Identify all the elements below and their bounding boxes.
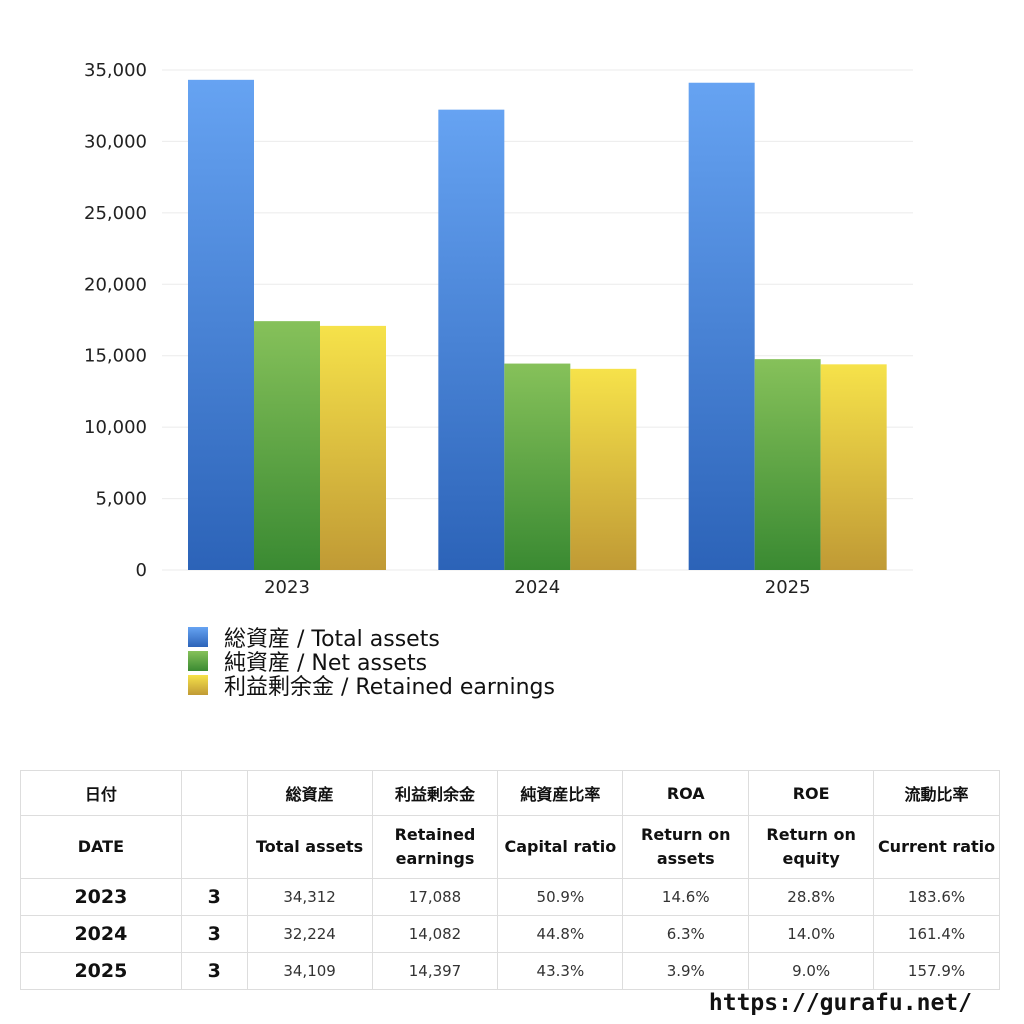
table-cell: 14.0%	[748, 915, 875, 953]
x-tick-label: 2025	[765, 577, 811, 598]
table-cell: 14,082	[371, 915, 499, 953]
y-tick-label: 20,000	[84, 274, 147, 295]
y-tick-label: 30,000	[84, 131, 147, 152]
table-cell: 183.6%	[873, 878, 1000, 916]
y-tick-label: 10,000	[84, 417, 147, 438]
row-year: 2023	[20, 878, 182, 916]
y-tick-label: 15,000	[84, 346, 147, 367]
bar-2023-series-0	[188, 79, 254, 570]
x-tick-label: 2023	[264, 577, 310, 598]
chart-bars	[188, 79, 887, 571]
header-cell-en: Return on equity	[748, 815, 875, 879]
table-cell: 17,088	[371, 878, 499, 916]
header-cell-jp: 日付	[20, 770, 182, 816]
header-cell-jp: 流動比率	[873, 770, 1000, 816]
table-cell: 14.6%	[622, 878, 750, 916]
bar-2025-series-2	[820, 364, 887, 570]
bar-2024-series-2	[570, 368, 637, 570]
header-cell-en: Capital ratio	[497, 815, 624, 879]
table-row: 2025 3 34,109 14,397 43.3% 3.9% 9.0% 157.9%	[20, 952, 1000, 990]
legend-item-net-assets: 純資産 / Net assets	[188, 649, 555, 676]
row-month: 3	[180, 915, 248, 953]
header-cell-en	[180, 815, 248, 879]
table-cell: 28.8%	[748, 878, 875, 916]
y-tick-label: 35,000	[84, 60, 147, 81]
y-tick-label: 0	[136, 560, 147, 581]
y-tick-label: 5,000	[95, 489, 147, 510]
header-cell-en: DATE	[20, 815, 182, 879]
chart-legend: 総資産 / Total assets 純資産 / Net assets 利益剰余…	[188, 625, 555, 700]
table-cell: 34,109	[246, 952, 373, 990]
header-cell-en: Total assets	[246, 815, 373, 879]
legend-swatch-total-assets	[188, 627, 208, 647]
header-cell-jp: 純資産比率	[497, 770, 624, 816]
y-axis-ticks: 0 5,000 10,000 15,000 20,000 25,000 30,000 35,0…	[84, 60, 147, 581]
bar-2025-series-1	[754, 359, 821, 570]
x-tick-label: 2024	[514, 577, 560, 598]
header-cell-en: Current ratio	[873, 815, 1000, 879]
legend-item-retained-earnings: 利益剰余金 / Retained earnings	[188, 673, 555, 700]
legend-item-total-assets: 総資産 / Total assets	[188, 625, 555, 652]
table-cell: 6.3%	[622, 915, 750, 953]
row-month: 3	[180, 952, 248, 990]
table-cell: 161.4%	[873, 915, 1000, 953]
bar-2024-series-1	[504, 363, 571, 570]
table-cell: 9.0%	[748, 952, 875, 990]
table-cell: 43.3%	[497, 952, 624, 990]
table-cell: 14,397	[371, 952, 499, 990]
x-axis-ticks: 2023 2024 2025	[264, 577, 810, 598]
table-row: 2024 3 32,224 14,082 44.8% 6.3% 14.0% 161.4%	[20, 915, 1000, 953]
table-header-en: DATE Total assets Retained earnings Capital …	[20, 815, 1000, 879]
row-year: 2024	[20, 915, 182, 953]
table-cell: 50.9%	[497, 878, 624, 916]
table-cell: 157.9%	[873, 952, 1000, 990]
table-header-jp: 日付 総資産 利益剰余金 純資産比率 ROA ROE 流動比率	[20, 770, 1000, 816]
bar-2024-series-0	[438, 109, 505, 571]
bar-chart: 0 5,000 10,000 15,000 20,000 25,000 30,000 35,0…	[84, 60, 913, 598]
financial-summary-table: 日付 総資産 利益剰余金 純資産比率 ROA ROE 流動比率 DATE Total asse…	[20, 770, 1000, 990]
legend-label-net-assets: 純資産 / Net assets	[224, 651, 428, 676]
site-url: https://gurafu.net/	[708, 990, 972, 1016]
table-cell: 32,224	[246, 915, 373, 953]
bar-2023-series-1	[254, 321, 320, 570]
legend-swatch-net-assets	[188, 651, 208, 671]
header-cell-en: Retained earnings	[371, 815, 499, 879]
table-cell: 3.9%	[622, 952, 750, 990]
header-cell-en: Return on assets	[622, 815, 750, 879]
table-cell: 34,312	[246, 878, 373, 916]
table-body: 2023 3 34,312 17,088 50.9% 14.6% 28.8% 183.6% 20…	[20, 878, 1000, 990]
table-row: 2023 3 34,312 17,088 50.9% 14.6% 28.8% 183.6%	[20, 878, 1000, 916]
header-cell-jp: ROA	[622, 770, 750, 816]
header-cell-jp: 利益剰余金	[371, 770, 499, 816]
header-cell-jp: 総資産	[246, 770, 373, 816]
legend-label-retained-earnings: 利益剰余金 / Retained earnings	[224, 675, 555, 700]
row-month: 3	[180, 878, 248, 916]
header-cell-jp: ROE	[748, 770, 875, 816]
bar-2025-series-0	[688, 82, 755, 570]
y-tick-label: 25,000	[84, 203, 147, 224]
legend-swatch-retained-earnings	[188, 675, 208, 695]
header-cell-jp	[180, 770, 248, 816]
bar-2023-series-2	[320, 325, 386, 570]
legend-label-total-assets: 総資産 / Total assets	[224, 627, 440, 652]
table-cell: 44.8%	[497, 915, 624, 953]
row-year: 2025	[20, 952, 182, 990]
